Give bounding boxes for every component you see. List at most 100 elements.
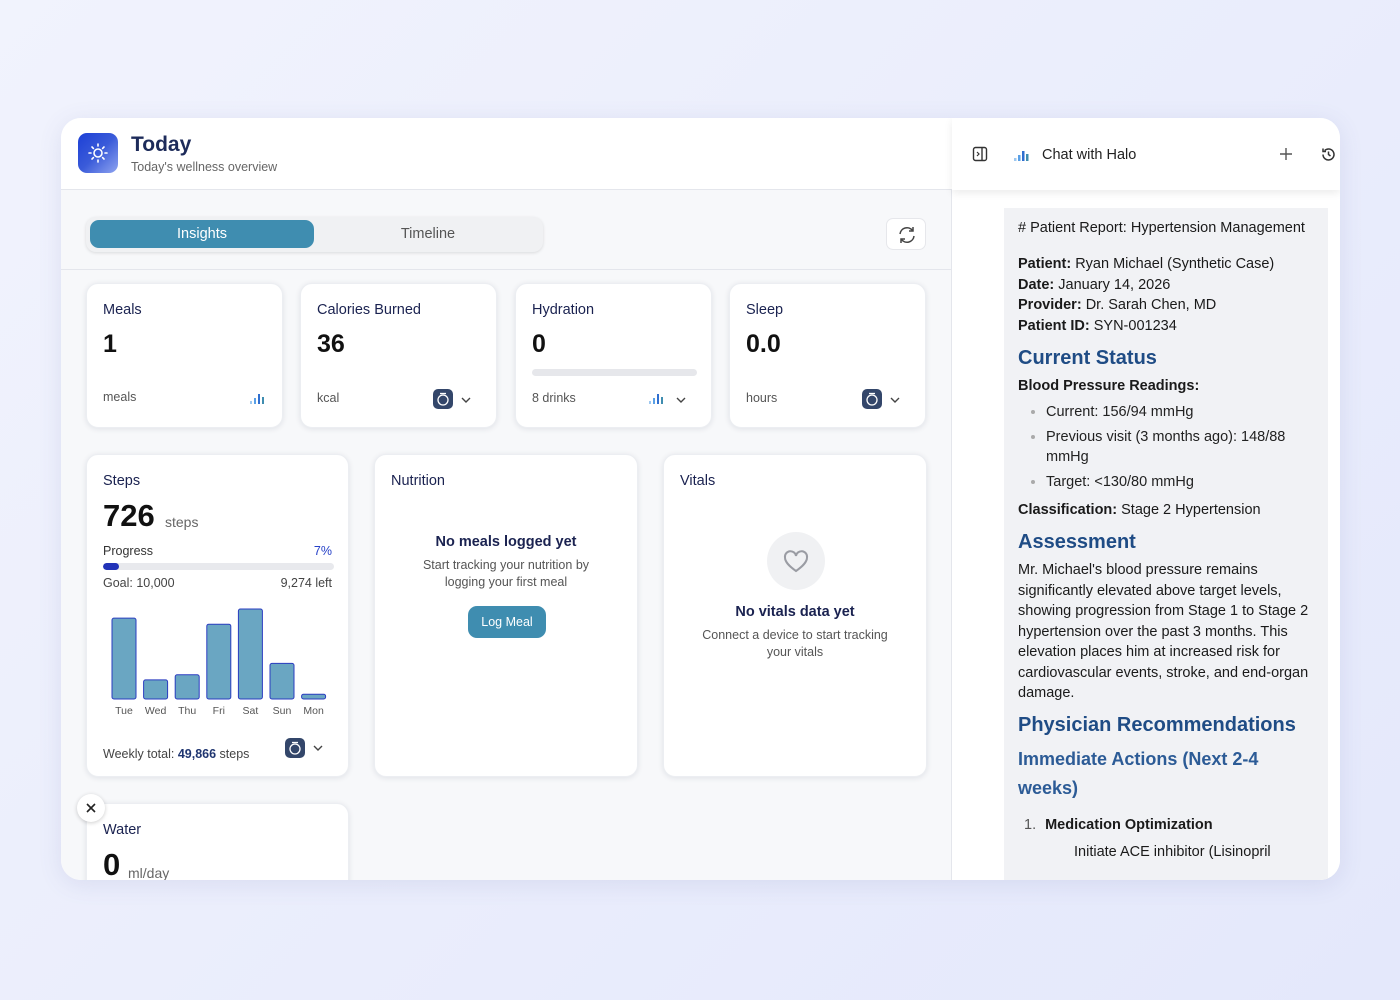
metric-unit: meals [103,390,137,404]
chevron[interactable] [311,742,325,754]
header: Today Today's wellness overview [61,118,952,190]
device-button[interactable] [433,389,453,409]
classification-value: Stage 2 Hypertension [1121,502,1261,519]
day-label: Thu [178,705,196,717]
step-bar [143,679,169,700]
metric-card: Calories Burned 36 kcal [300,283,497,428]
card-title: Water [103,822,142,838]
progress-percent: 7% [313,544,332,558]
step-bar [206,623,232,700]
section-heading: Current Status [1018,347,1157,370]
weekly-value: 49,866 [177,747,217,761]
dashboard-pane: Today Today's wellness overview Insights… [61,118,952,880]
card-title: Sleep [746,302,784,318]
nutrition-card: Nutrition No meals logged yet Start trac… [374,454,638,777]
day-label: Sun [273,705,292,717]
close-button[interactable] [77,794,105,822]
device-icon [289,741,301,755]
tab-insights[interactable]: Insights [90,220,314,248]
source-icon [649,394,663,404]
chat-header: Chat with Halo [952,118,1340,190]
tab-timeline[interactable]: Timeline [400,226,456,242]
card-title: Steps [103,473,141,489]
empty-title: No vitals data yet [735,604,855,620]
history-button[interactable] [1320,146,1337,163]
chevron[interactable] [459,394,473,406]
sidebar-toggle[interactable] [972,146,988,162]
field-row: Date: January 14, 2026 [1018,275,1314,295]
step-bar [174,674,200,700]
weekly-total: Weekly total: 49,866 steps [103,747,249,761]
new-chat-button[interactable] [1279,147,1293,161]
day-label: Wed [145,705,167,717]
water-unit: ml/day [128,865,170,880]
metric-unit: 8 drinks [532,391,576,405]
subsection-heading: Immediate Actions (Next 2-4 weeks) [1018,749,1259,799]
device-button[interactable] [862,389,882,409]
field-value: January 14, 2026 [1058,276,1171,293]
empty-text: Start tracking your nutrition by logging… [422,558,590,589]
assessment-text: Mr. Michael's blood pressure remains sig… [1018,562,1309,701]
bp-list: Current: 156/94 mmHg Previous visit (3 mo… [1018,402,1314,492]
bp-item: Previous visit (3 months ago): 148/88 mm… [1046,427,1314,468]
day-label: Sat [243,705,259,717]
field-label: Date: [1018,276,1055,293]
card-title: Calories Burned [317,302,421,318]
classification-label: Classification: [1018,502,1118,519]
bp-item: Current: 156/94 mmHg [1046,402,1314,422]
field-row: Patient: Ryan Michael (Synthetic Case) [1018,254,1314,274]
field-label: Patient ID: [1018,317,1090,334]
refresh-icon [899,227,915,243]
metric-card: Sleep 0.0 hours [729,283,926,428]
step-bar [269,662,295,700]
list-item: Medication Optimization [1045,817,1213,834]
goal: Goal: 10,000 [103,576,175,590]
step-bar [111,617,137,700]
device-button[interactable] [285,738,305,758]
metric-card: Hydration 0 8 drinks [515,283,712,428]
field-label: Patient: [1018,256,1072,273]
source-badge [249,391,265,410]
item-number: 1. [1024,817,1037,834]
section-heading: Physician Recommendations [1018,714,1296,737]
log-meal-button[interactable]: Log Meal [468,606,546,638]
device-icon [866,392,878,406]
divider [61,269,952,270]
chevron-wrap [888,393,902,411]
heart-badge [767,532,825,590]
metric-value: 36 [317,330,345,358]
step-bar [237,608,263,700]
day-label: Tue [115,705,133,717]
field-row: Provider: Dr. Sarah Chen, MD [1018,295,1314,315]
sub-item: Initiate ACE inhibitor (Lisinopril [1074,843,1271,860]
metric-card: Meals 1 meals [86,283,283,428]
sun-icon [88,143,108,163]
chevron[interactable] [888,394,902,406]
source-icon [250,394,264,404]
empty-title: No meals logged yet [435,534,577,550]
bp-item: Target: <130/80 mmHg [1046,472,1314,492]
close-icon [86,803,96,813]
chevron-wrap [459,393,473,411]
remaining: 9,274 left [280,576,332,590]
app-icon [78,133,118,173]
water-value: 0 [103,847,121,880]
weekly-label: Weekly total: [103,747,175,761]
steps-chart: Tue Wed Thu Fri Sat Sun Mon [111,608,327,717]
day-label: Fri [213,705,225,717]
hydration-track [532,369,697,376]
device-icon [437,392,449,406]
report: # Patient Report: Hypertension Managemen… [1004,208,1328,880]
report-fields: Patient: Ryan Michael (Synthetic Case) Da… [1018,254,1314,336]
refresh-button[interactable] [886,218,926,250]
chevron[interactable] [674,394,688,406]
chat-title: Chat with Halo [1042,147,1137,163]
field-value: Dr. Sarah Chen, MD [1085,297,1217,314]
heart-icon [783,550,809,573]
bp-label: Blood Pressure Readings: [1018,378,1200,395]
chat-pane: Chat with Halo # Patient Report: Hyperte… [952,118,1340,880]
page-subtitle: Today's wellness overview [131,160,278,174]
metric-unit: kcal [317,391,340,405]
weekly-unit: steps [219,747,250,761]
